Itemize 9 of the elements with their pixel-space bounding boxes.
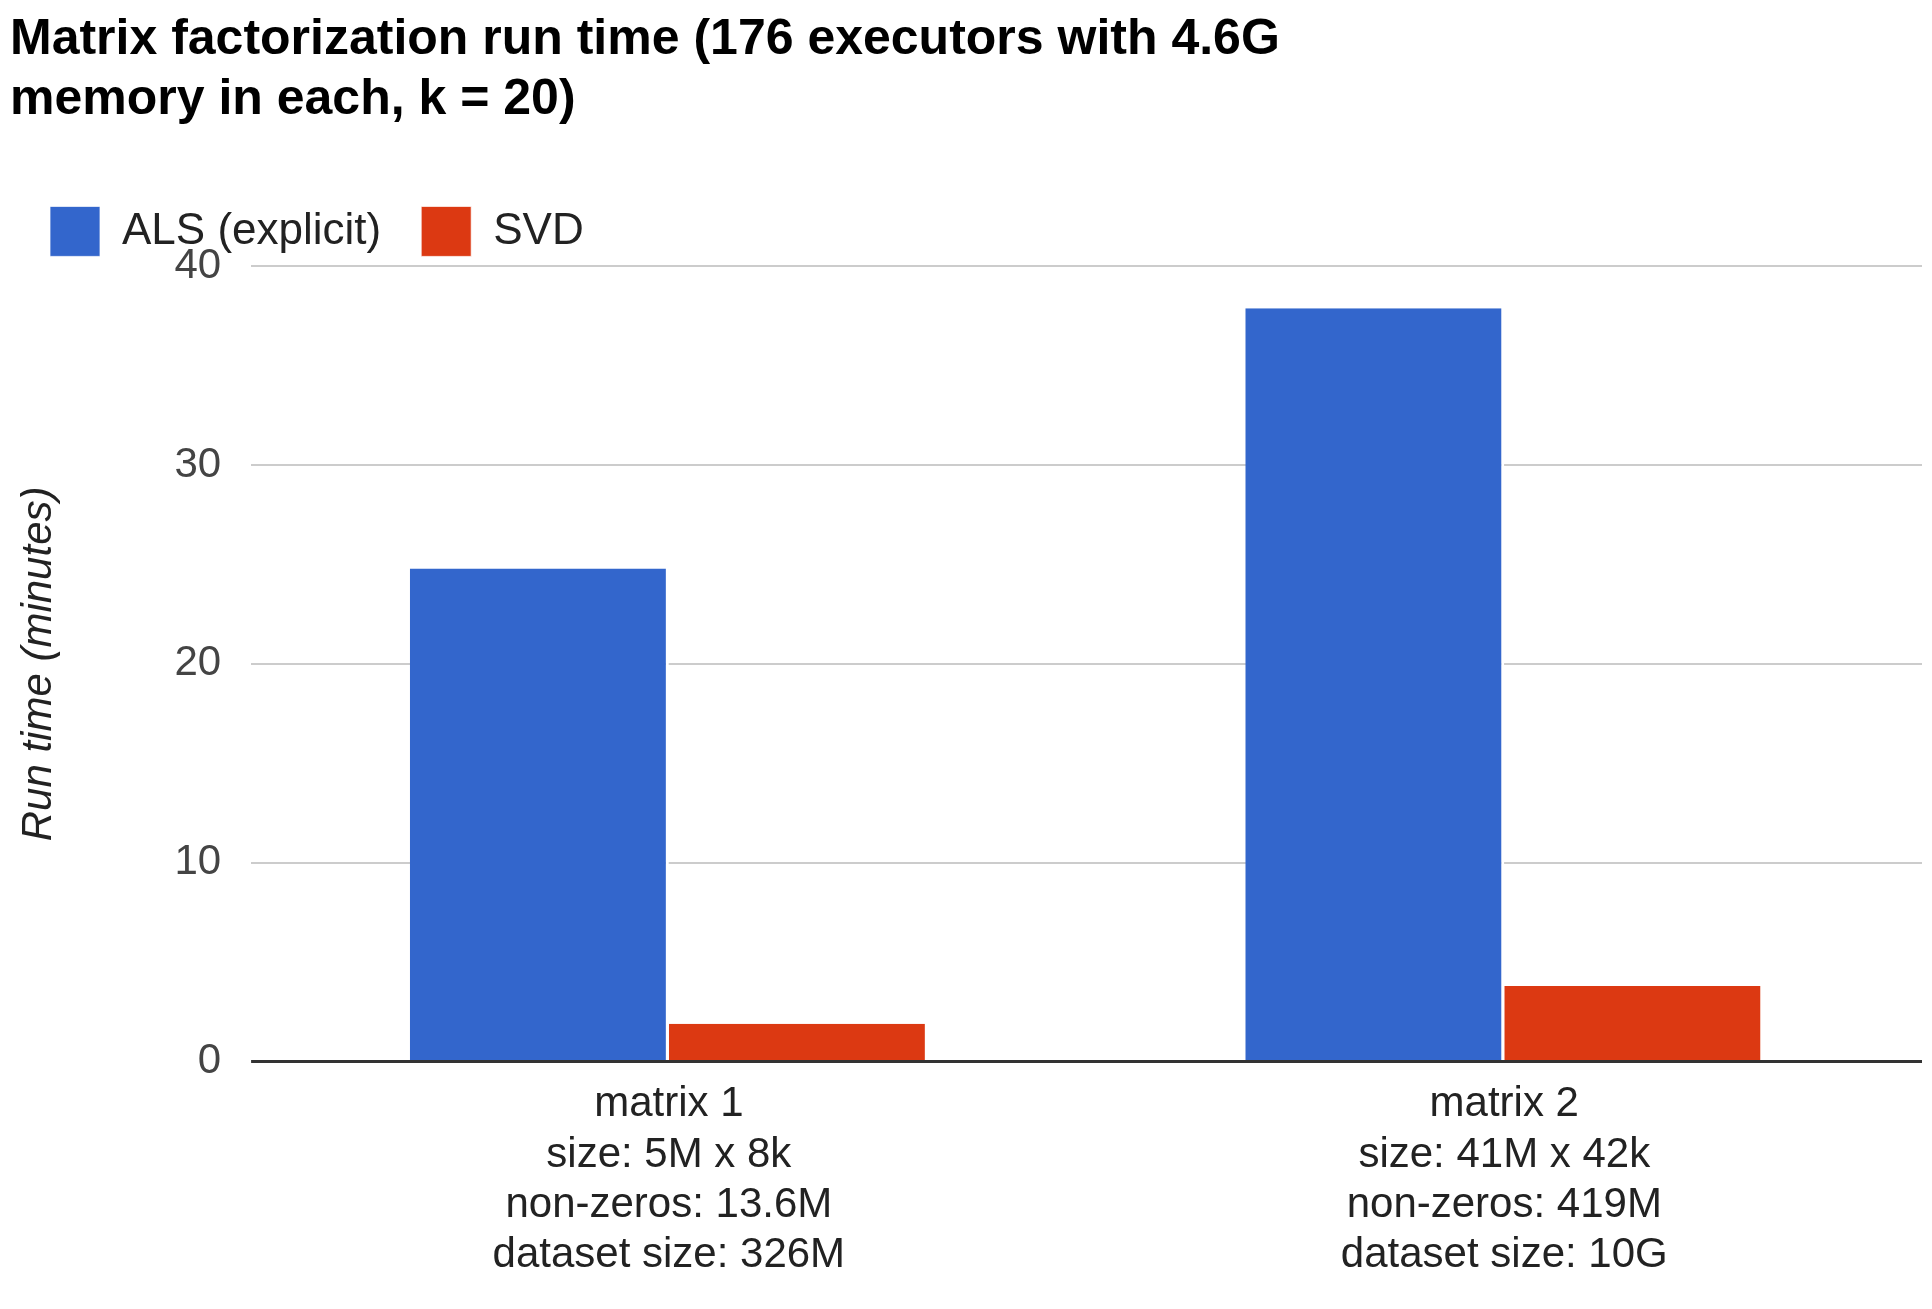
x-tick-label: matrix 2 size: 41M x 42k non-zeros: 419M dataset size: 10G: [1340, 1078, 1668, 1277]
y-tick-label: 30: [174, 438, 222, 486]
legend-label: SVD: [493, 203, 584, 253]
y-tick-label: 0: [197, 1034, 222, 1082]
x-tick-label: matrix 1 size: 5M x 8k non-zeros: 13.6M dataset size: 326M: [492, 1078, 846, 1277]
y-tick-label: 20: [174, 637, 222, 685]
y-axis-title: Run time (minutes): [12, 486, 60, 842]
y-tick-label: 10: [174, 836, 222, 884]
chart-title: Matrix factorization run time (176 executors with 4.6G memory in each, k = 20): [10, 8, 1280, 125]
